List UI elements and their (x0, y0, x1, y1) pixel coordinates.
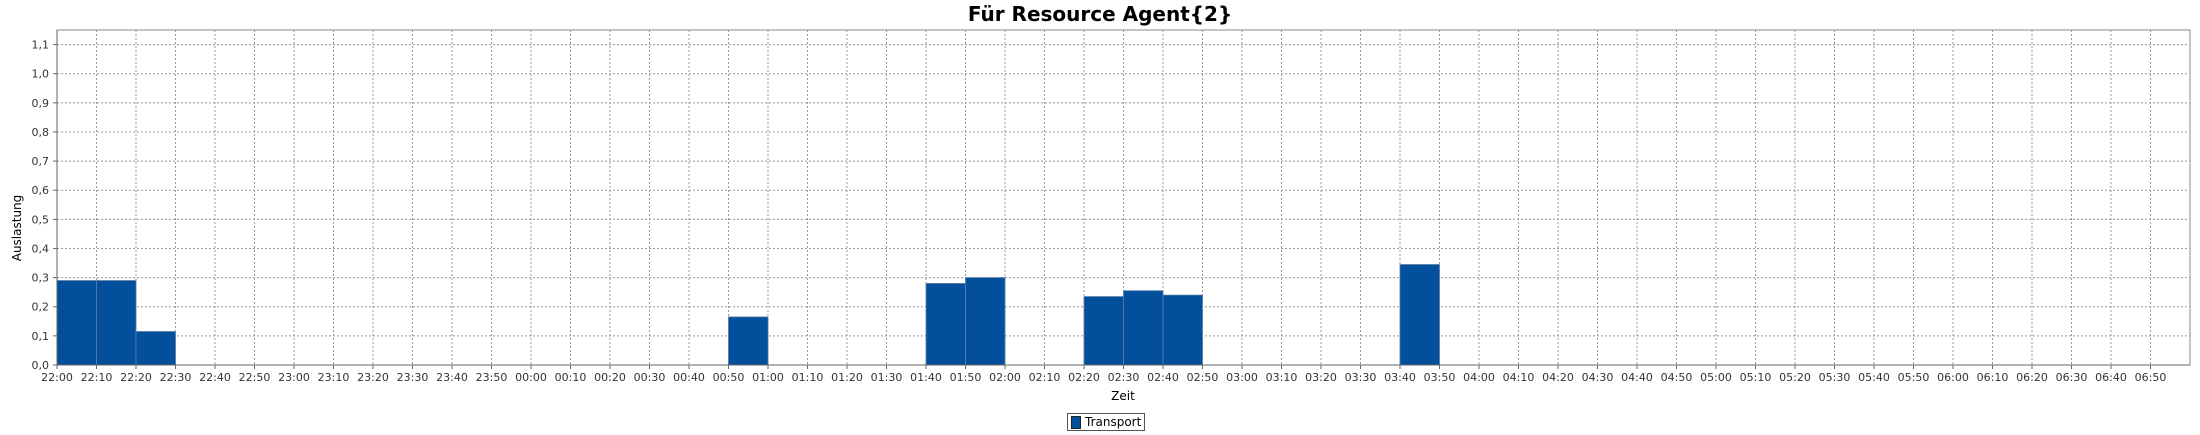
x-tick-label: 03:10 (1266, 371, 1298, 384)
x-tick-label: 06:10 (1977, 371, 2009, 384)
x-tick-labels: 22:00 22:10 22:20 22:30 22:40 22:50 23:00 23:10… (41, 371, 2166, 384)
y-tick-label: 0,0 (32, 359, 50, 372)
chart-title: Für Resource Agent{2} (967, 2, 1233, 26)
x-tick-label: 05:40 (1858, 371, 1890, 384)
x-tick-label: 05:50 (1898, 371, 1930, 384)
x-tick-label: 23:50 (476, 371, 508, 384)
y-tick-label: 0,3 (32, 272, 50, 285)
x-tick-label: 22:00 (41, 371, 73, 384)
bar (728, 316, 769, 366)
bar (965, 277, 1006, 366)
x-tick-label: 01:00 (752, 371, 784, 384)
x-tick-label: 00:10 (555, 371, 587, 384)
bar (1123, 290, 1164, 366)
y-tick-label: 0,6 (32, 184, 50, 197)
x-tick-label: 04:00 (1463, 371, 1495, 384)
x-tick-label: 03:40 (1384, 371, 1416, 384)
x-tick-label: 04:40 (1621, 371, 1653, 384)
x-tick-label: 06:00 (1937, 371, 1969, 384)
axes (53, 30, 2190, 369)
x-tick-label: 04:50 (1661, 371, 1693, 384)
y-tick-label: 0,1 (32, 330, 50, 343)
x-tick-label: 01:20 (831, 371, 863, 384)
y-axis-label: Auslastung (10, 195, 24, 262)
y-tick-label: 0,4 (32, 242, 50, 255)
x-tick-label: 06:50 (2135, 371, 2167, 384)
x-tick-label: 00:20 (594, 371, 626, 384)
bar (96, 280, 137, 366)
legend-label-transport: Transport (1085, 415, 1142, 429)
x-tick-label: 05:30 (1819, 371, 1851, 384)
x-tick-label: 05:20 (1779, 371, 1811, 384)
x-tick-label: 03:50 (1424, 371, 1456, 384)
x-tick-label: 23:00 (278, 371, 310, 384)
x-tick-label: 06:30 (2056, 371, 2088, 384)
x-tick-label: 04:20 (1542, 371, 1574, 384)
x-tick-label: 02:40 (1147, 371, 1179, 384)
bar (1083, 296, 1124, 366)
y-tick-label: 0,7 (32, 155, 50, 168)
x-tick-label: 22:10 (81, 371, 113, 384)
x-tick-label: 01:10 (792, 371, 824, 384)
bar (135, 331, 176, 366)
x-tick-label: 02:30 (1108, 371, 1140, 384)
x-tick-label: 23:40 (436, 371, 468, 384)
y-tick-labels: 0,0 0,1 0,2 0,3 0,4 0,5 0,6 0,7 0,8 0,9 1,0 1,1 (32, 39, 50, 372)
legend: Transport (1067, 413, 1146, 431)
x-tick-label: 22:20 (120, 371, 152, 384)
x-tick-label: 05:10 (1740, 371, 1772, 384)
x-tick-label: 05:00 (1700, 371, 1732, 384)
x-axis-label: Zeit (1111, 389, 1135, 403)
bar (1162, 294, 1203, 366)
y-tick-label: 1,0 (32, 68, 50, 81)
x-tick-label: 03:30 (1345, 371, 1377, 384)
x-tick-label: 22:30 (160, 371, 192, 384)
bar-series-transport (56, 264, 1440, 366)
y-tick-label: 0,2 (32, 301, 50, 314)
y-tick-label: 1,1 (32, 39, 50, 52)
x-tick-label: 03:20 (1305, 371, 1337, 384)
x-tick-label: 02:10 (1029, 371, 1061, 384)
y-tick-label: 0,5 (32, 213, 50, 226)
y-tick-label: 0,9 (32, 97, 50, 110)
x-tick-label: 01:30 (871, 371, 903, 384)
x-tick-label: 02:50 (1187, 371, 1219, 384)
x-tick-label: 06:20 (2016, 371, 2048, 384)
legend-swatch-transport (1071, 415, 1081, 429)
bar (1399, 264, 1440, 366)
x-tick-label: 00:50 (713, 371, 745, 384)
x-tick-label: 01:50 (950, 371, 982, 384)
x-tick-label: 04:10 (1503, 371, 1535, 384)
x-tick-label: 22:50 (239, 371, 271, 384)
x-tick-label: 03:00 (1226, 371, 1258, 384)
x-tick-label: 23:10 (318, 371, 350, 384)
x-tick-label: 02:20 (1068, 371, 1100, 384)
x-tick-label: 02:00 (989, 371, 1021, 384)
y-tick-label: 0,8 (32, 126, 50, 139)
x-tick-label: 04:30 (1582, 371, 1614, 384)
x-tick-label: 00:30 (634, 371, 666, 384)
x-tick-label: 00:00 (515, 371, 547, 384)
x-tick-label: 06:40 (2095, 371, 2127, 384)
bar (925, 283, 966, 366)
x-tick-label: 00:40 (673, 371, 705, 384)
bar (56, 280, 97, 366)
x-tick-label: 01:40 (910, 371, 942, 384)
x-tick-label: 23:20 (357, 371, 389, 384)
x-tick-label: 23:30 (397, 371, 429, 384)
x-tick-label: 22:40 (199, 371, 231, 384)
